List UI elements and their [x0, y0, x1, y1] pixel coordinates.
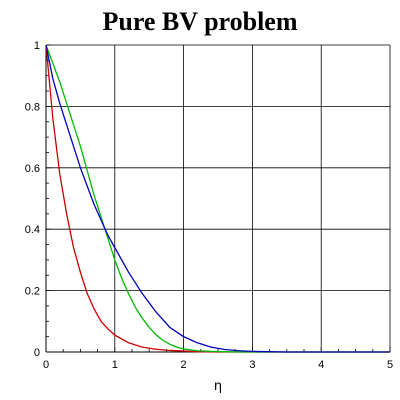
y-tick-label-0: 0 — [34, 347, 40, 359]
y-tick-label-1: 0.2 — [25, 286, 40, 298]
y-tick-label-4: 0.8 — [25, 101, 40, 113]
axes — [45, 44, 391, 353]
x-tick-label-0: 0 — [43, 359, 49, 371]
y-tick-label-3: 0.6 — [25, 163, 40, 175]
x-tick-label-4: 4 — [318, 359, 324, 371]
y-tick-label-5: 1 — [34, 40, 40, 52]
x-tick-label-1: 1 — [112, 359, 118, 371]
grid — [46, 44, 391, 352]
series-line-0 — [45, 44, 390, 353]
series-line-1 — [45, 44, 390, 353]
series-lines — [45, 44, 390, 353]
tick-labels: 0 1 2 3 4 5 0 0.2 0.4 0.6 0.8 1 — [25, 40, 393, 371]
y-tick-label-2: 0.4 — [25, 224, 40, 236]
x-axis-label: η — [214, 379, 222, 394]
chart-title: Pure BV problem — [102, 7, 297, 36]
x-tick-label-5: 5 — [387, 359, 393, 371]
x-tick-label-3: 3 — [249, 359, 255, 371]
series-line-2 — [45, 44, 390, 353]
x-tick-label-2: 2 — [181, 359, 187, 371]
